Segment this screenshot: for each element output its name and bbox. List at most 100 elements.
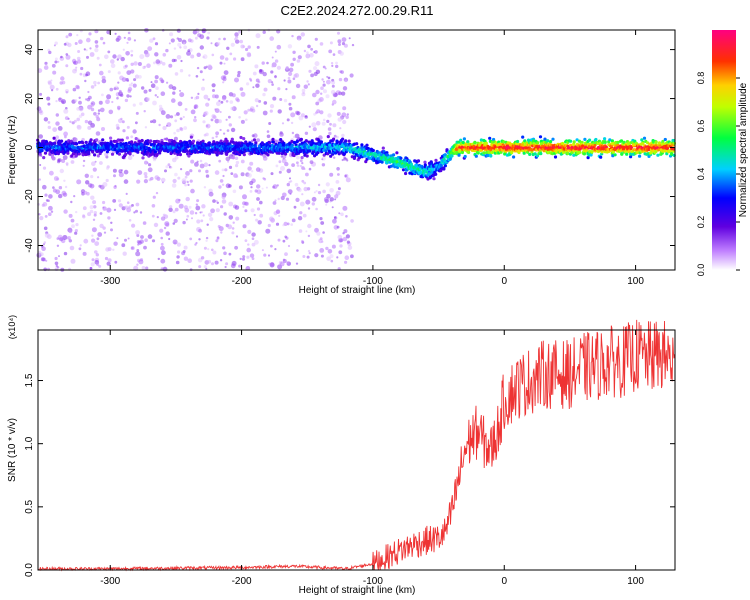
carrier-point — [450, 154, 454, 158]
noise-point — [210, 42, 213, 45]
noise-point — [327, 76, 331, 80]
carrier-point — [427, 172, 432, 176]
noise-point — [181, 251, 186, 256]
noise-point — [76, 125, 82, 130]
carrier-point — [158, 148, 163, 153]
noise-point — [344, 255, 350, 260]
noise-point — [274, 50, 277, 53]
noise-point — [117, 54, 122, 59]
noise-point — [256, 45, 260, 49]
noise-point — [145, 266, 149, 270]
noise-point — [165, 165, 169, 169]
noise-point — [162, 125, 167, 131]
noise-point — [278, 214, 281, 217]
noise-point — [193, 118, 197, 123]
carrier-point — [627, 141, 631, 145]
noise-point — [198, 228, 203, 233]
carrier-point — [672, 147, 676, 151]
noise-point — [133, 78, 137, 82]
carrier-point — [613, 153, 617, 157]
noise-point — [203, 186, 207, 189]
carrier-point — [583, 137, 587, 141]
noise-point — [195, 95, 200, 100]
noise-point — [228, 201, 234, 207]
noise-point — [190, 188, 195, 194]
noise-point — [327, 127, 332, 131]
noise-point — [334, 198, 337, 201]
noise-point — [138, 75, 142, 79]
carrier-point — [439, 169, 443, 173]
noise-point — [54, 60, 58, 64]
carrier-point — [238, 152, 242, 157]
noise-point — [333, 156, 336, 159]
noise-point — [328, 49, 333, 54]
noise-point — [100, 107, 105, 113]
noise-point — [228, 115, 231, 119]
noise-point — [302, 213, 307, 218]
carrier-point — [173, 151, 177, 155]
noise-point — [335, 180, 340, 184]
noise-point — [139, 211, 143, 214]
noise-point — [327, 249, 333, 254]
noise-point — [190, 109, 196, 115]
noise-point — [176, 128, 180, 133]
spectrogram-x-label: Height of straight line (km) — [299, 285, 416, 296]
noise-point — [38, 213, 41, 216]
carrier-point — [459, 138, 463, 142]
carrier-point — [629, 155, 633, 159]
carrier-point — [479, 138, 483, 142]
noise-point — [307, 44, 311, 49]
noise-point — [230, 42, 235, 47]
noise-point — [97, 232, 103, 237]
noise-point — [134, 74, 140, 79]
noise-point — [203, 112, 208, 116]
carrier-point — [239, 135, 243, 140]
noise-point — [221, 96, 227, 101]
noise-point — [118, 172, 124, 178]
noise-point — [63, 179, 66, 182]
noise-point — [242, 201, 247, 206]
carrier-point — [457, 140, 461, 144]
carrier-point — [641, 142, 645, 146]
noise-point — [143, 172, 148, 176]
noise-point — [230, 106, 235, 111]
carrier-point — [43, 151, 48, 155]
noise-point — [120, 117, 123, 121]
noise-point — [112, 54, 117, 59]
noise-point — [58, 193, 63, 199]
noise-point — [219, 179, 224, 183]
noise-point — [71, 224, 75, 229]
carrier-point — [522, 151, 526, 155]
carrier-point — [457, 153, 461, 157]
noise-point — [277, 238, 281, 242]
noise-point — [310, 73, 314, 78]
noise-point — [240, 159, 245, 164]
noise-point — [104, 256, 109, 261]
noise-point — [47, 125, 51, 130]
carrier-point — [109, 136, 113, 140]
carrier-point — [314, 142, 318, 146]
noise-point — [148, 163, 152, 167]
noise-point — [287, 44, 293, 49]
noise-point — [67, 236, 71, 240]
noise-point — [52, 127, 58, 132]
noise-point — [154, 175, 160, 180]
noise-point — [304, 115, 308, 118]
noise-point — [303, 49, 307, 53]
noise-point — [280, 155, 284, 158]
noise-point — [329, 188, 334, 193]
noise-point — [249, 77, 252, 81]
noise-point — [87, 120, 93, 125]
noise-point — [318, 238, 323, 244]
noise-point — [37, 68, 43, 73]
carrier-point — [657, 148, 661, 152]
carrier-point — [344, 139, 348, 143]
noise-point — [169, 115, 174, 119]
noise-point — [221, 168, 225, 172]
noise-point — [200, 256, 205, 260]
noise-point — [246, 255, 250, 259]
noise-point — [52, 70, 57, 75]
colorbar-tick-label: 0.8 — [696, 72, 706, 85]
noise-point — [49, 170, 54, 176]
